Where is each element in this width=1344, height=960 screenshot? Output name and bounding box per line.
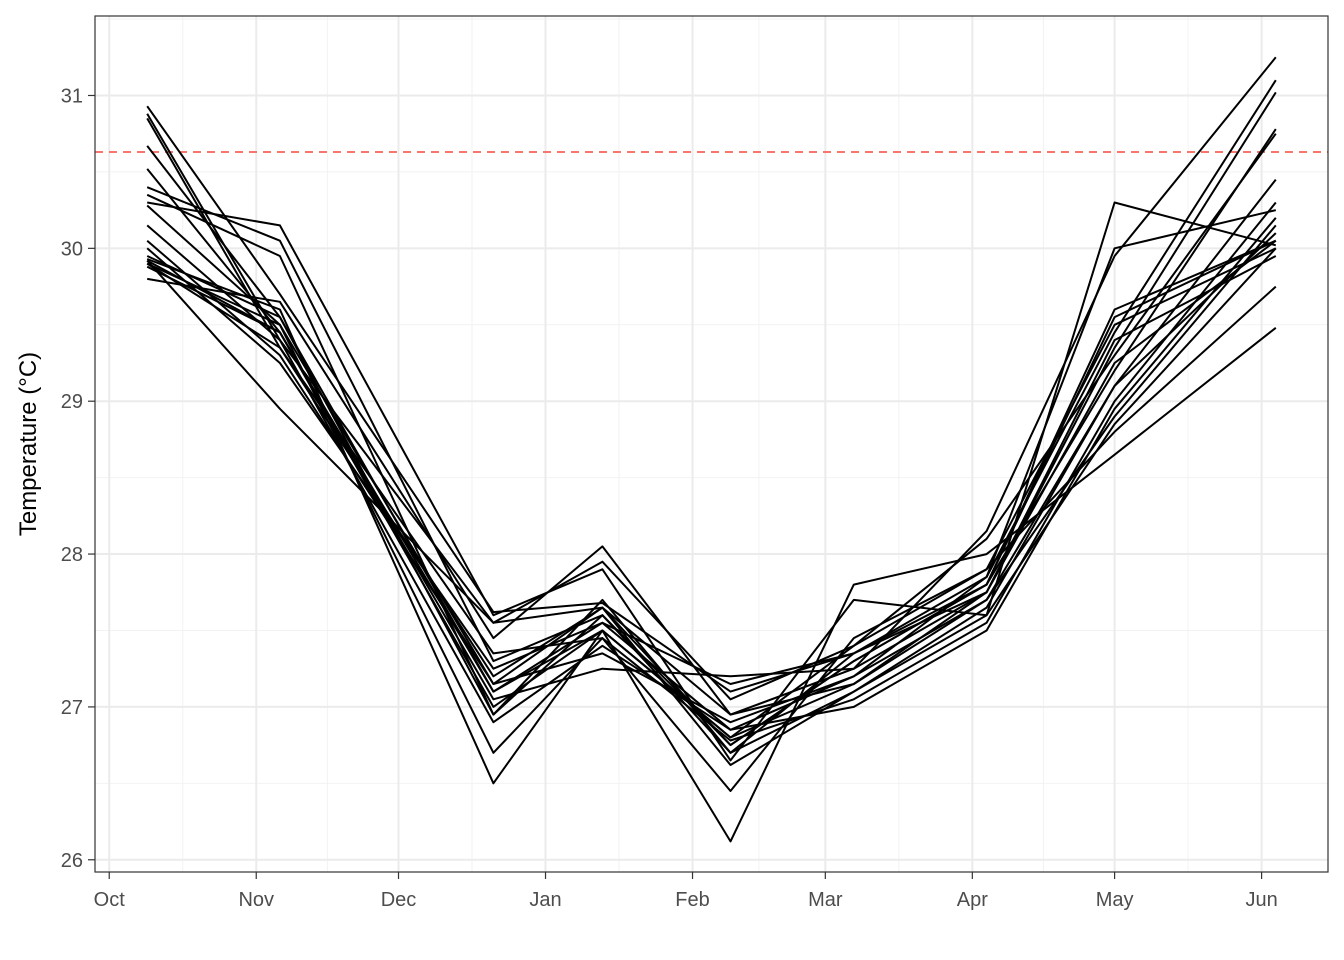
y-tick-label: 31 — [61, 85, 83, 107]
x-tick-label: Jan — [529, 889, 561, 911]
series-lines — [146, 56, 1277, 843]
series-line-17 — [146, 247, 1277, 766]
series-line-2 — [146, 113, 1277, 701]
plot-background — [95, 16, 1328, 872]
series-line-16 — [147, 232, 1277, 716]
y-axis: 26 27 28 29 30 31 — [61, 85, 95, 872]
x-tick-label: Mar — [808, 889, 843, 911]
x-tick-label: Feb — [675, 889, 709, 911]
y-tick-label: 26 — [61, 850, 83, 872]
plot-border — [94, 15, 1329, 873]
series-line-20 — [146, 247, 1277, 739]
series-line-12 — [146, 209, 1277, 685]
series-line-18 — [146, 239, 1277, 754]
x-tick-label: Dec — [381, 889, 417, 911]
x-tick-label: Nov — [238, 889, 274, 911]
x-tick-label: May — [1096, 889, 1134, 911]
series-line-19 — [146, 239, 1277, 747]
x-tick-label: Oct — [94, 889, 126, 911]
x-axis: Oct Nov Dec Jan Feb Mar Apr May Jun — [94, 872, 1278, 911]
x-tick-label: Apr — [957, 889, 988, 911]
x-tick-label: Jun — [1245, 889, 1277, 911]
series-line-15 — [146, 255, 1277, 701]
y-tick-label: 28 — [61, 544, 83, 566]
y-axis-title: Temperature (°C) — [15, 352, 42, 536]
y-tick-label: 29 — [61, 391, 83, 413]
y-tick-label: 27 — [61, 697, 83, 719]
y-tick-label: 30 — [61, 238, 83, 260]
series-line-8 — [147, 201, 1277, 762]
